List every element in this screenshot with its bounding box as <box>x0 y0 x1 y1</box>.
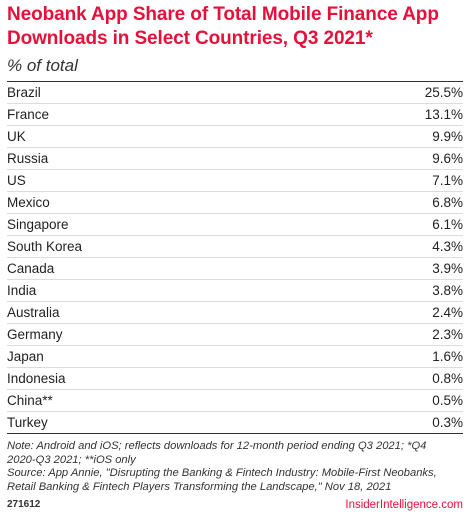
table-row: Australia 2.4% <box>7 302 463 324</box>
value-label: 2.4% <box>432 305 463 320</box>
country-label: Brazil <box>7 85 41 100</box>
country-label: US <box>7 173 26 188</box>
country-label: Australia <box>7 305 60 320</box>
note-line: Note: Android and iOS; reflects download… <box>7 440 427 452</box>
value-label: 7.1% <box>432 173 463 188</box>
value-label: 25.5% <box>424 85 463 100</box>
value-label: 3.9% <box>432 261 463 276</box>
value-label: 6.8% <box>432 195 463 210</box>
data-table: Brazil 25.5% France 13.1% UK 9.9% Russia 9.6% US… <box>7 81 463 434</box>
value-label: 3.8% <box>432 283 463 298</box>
chart-subtitle: % of total <box>7 56 78 75</box>
table-row: US 7.1% <box>7 170 463 192</box>
value-label: 9.6% <box>432 151 463 166</box>
table-row: Turkey 0.3% <box>7 412 463 434</box>
source-line: Retail Banking & Fintech Players Transfo… <box>7 480 392 493</box>
chart-id: 271612 <box>7 499 41 510</box>
table-row: South Korea 4.3% <box>7 236 463 258</box>
table-row: Singapore 6.1% <box>7 214 463 236</box>
value-label: 0.5% <box>432 393 463 408</box>
table-row: Germany 2.3% <box>7 324 463 346</box>
table-row: UK 9.9% <box>7 126 463 148</box>
value-label: 6.1% <box>432 217 463 232</box>
country-label: Singapore <box>7 217 69 232</box>
brand-link[interactable]: InsiderIntelligence.com <box>345 499 463 511</box>
country-label: Russia <box>7 151 49 166</box>
table-row: Indonesia 0.8% <box>7 368 463 390</box>
chart-title: Neobank App Share of Total Mobile Financ… <box>7 4 439 49</box>
source-line: Source: App Annie, "Disrupting the Banki… <box>7 467 437 480</box>
country-label: South Korea <box>7 239 83 254</box>
table-row: Japan 1.6% <box>7 346 463 368</box>
table-row: China** 0.5% <box>7 390 463 412</box>
country-label: Germany <box>7 327 63 342</box>
table-row: India 3.8% <box>7 280 463 302</box>
chart-container: Neobank App Share of Total Mobile Financ… <box>7 0 463 516</box>
note-line: 2020-Q3 2021; **iOS only <box>7 453 136 466</box>
value-label: 9.9% <box>432 129 463 144</box>
value-label: 0.3% <box>432 415 463 430</box>
value-label: 4.3% <box>432 239 463 254</box>
value-label: 2.3% <box>432 327 463 342</box>
value-label: 0.8% <box>432 371 463 386</box>
country-label: UK <box>7 129 26 144</box>
country-label: Indonesia <box>7 371 66 386</box>
country-label: Turkey <box>7 415 48 430</box>
country-label: Japan <box>7 349 44 364</box>
country-label: France <box>7 107 50 122</box>
table-row: France 13.1% <box>7 104 463 126</box>
value-label: 1.6% <box>432 349 463 364</box>
chart-footer: 271612 InsiderIntelligence.com <box>7 498 463 514</box>
country-label: Canada <box>7 261 55 276</box>
chart-notes: Note: Android and iOS; reflects download… <box>7 440 463 494</box>
country-label: China** <box>7 393 53 408</box>
value-label: 13.1% <box>424 107 463 122</box>
country-label: India <box>7 283 37 298</box>
table-row: Russia 9.6% <box>7 148 463 170</box>
table-row: Mexico 6.8% <box>7 192 463 214</box>
table-row: Brazil 25.5% <box>7 82 463 104</box>
table-row: Canada 3.9% <box>7 258 463 280</box>
country-label: Mexico <box>7 195 50 210</box>
